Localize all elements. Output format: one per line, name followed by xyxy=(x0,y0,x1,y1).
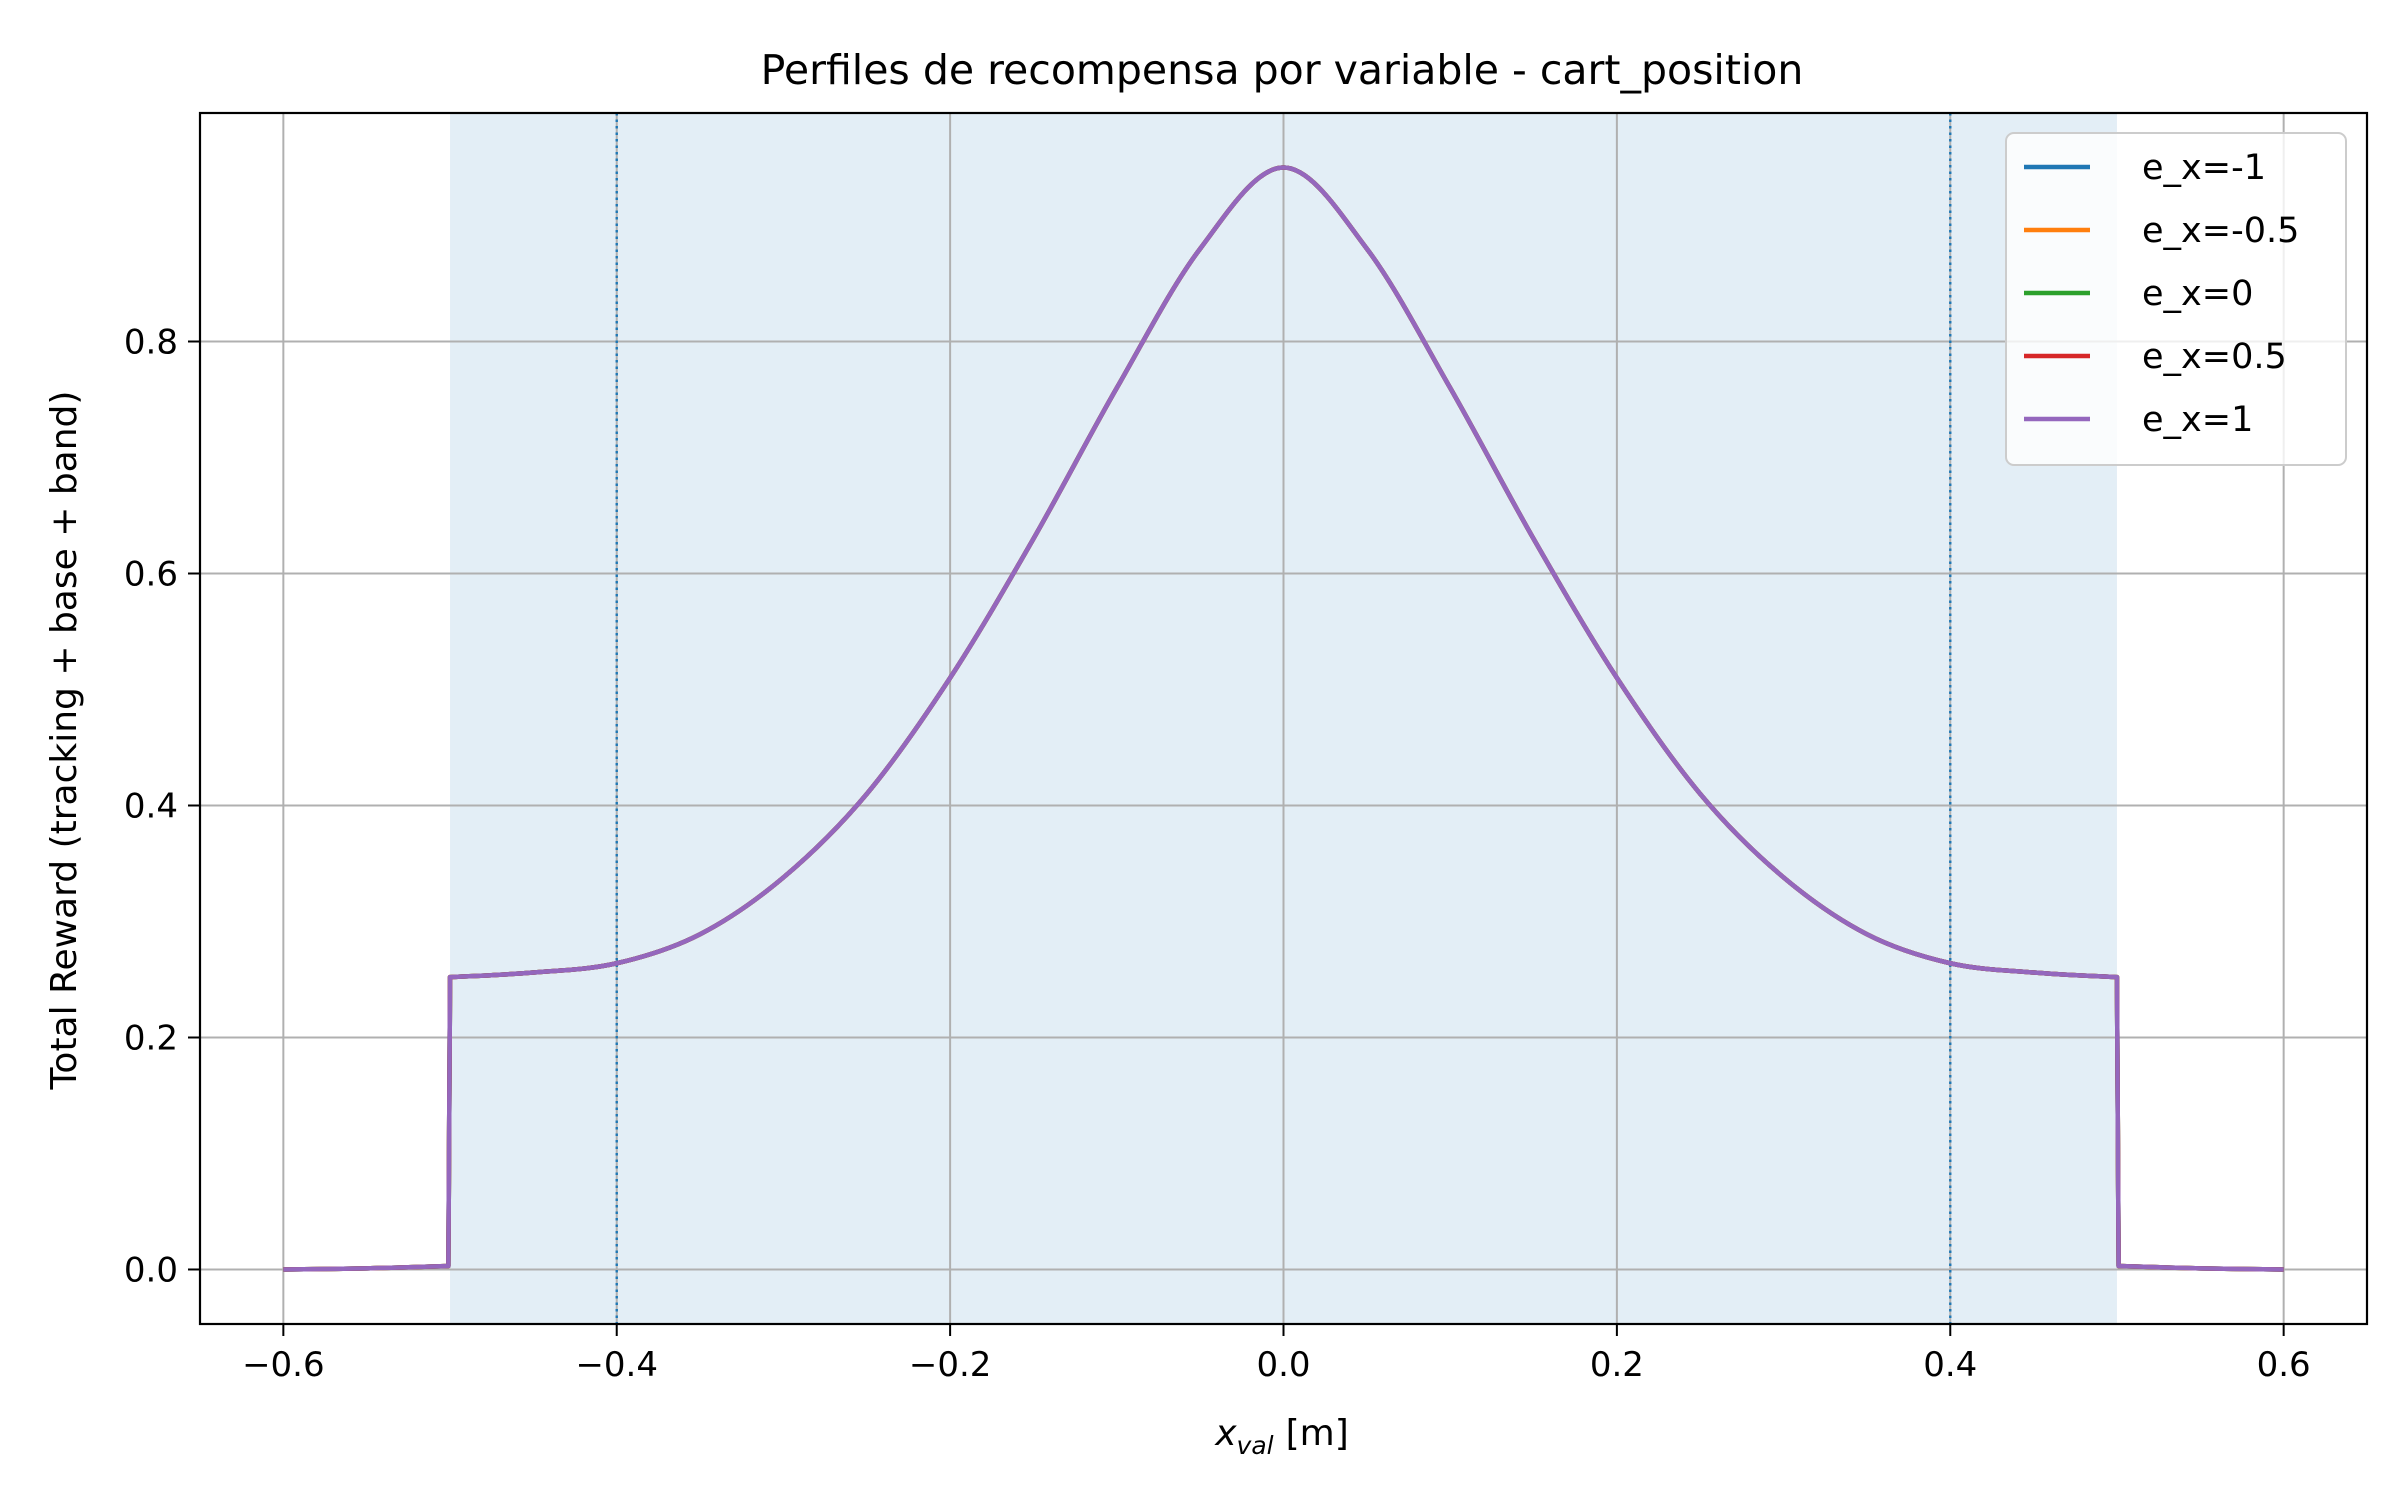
y-tick-label: 0.0 xyxy=(124,1250,178,1290)
x-tick-label: 0.0 xyxy=(1256,1345,1310,1385)
x-axis-label: xval [m] xyxy=(1214,1413,1349,1460)
vline-layer xyxy=(615,113,1952,1324)
x-tick-label: −0.4 xyxy=(575,1345,658,1385)
series-layer xyxy=(283,165,2284,1272)
x-tick-label: 0.2 xyxy=(1590,1345,1644,1385)
x-tick-label: 0.4 xyxy=(1923,1345,1977,1385)
x-tick-label: 0.6 xyxy=(2257,1345,2311,1385)
legend-label: e_x=-0.5 xyxy=(2142,211,2299,251)
legend-label: e_x=0 xyxy=(2142,274,2253,314)
x-tick-label: −0.6 xyxy=(242,1345,325,1385)
y-tick-label: 0.8 xyxy=(124,323,178,363)
legend-label: e_x=0.5 xyxy=(2142,337,2287,377)
legend-label: e_x=1 xyxy=(2142,400,2253,440)
legend: e_x=-1 e_x=-0.5 e_x=0 e_x=0.5 e_x=1 xyxy=(2005,132,2347,466)
x-axis-label-sub: val xyxy=(1237,1431,1274,1460)
legend-items: e_x=-1 e_x=-0.5 e_x=0 e_x=0.5 e_x=1 xyxy=(2024,148,2299,440)
chart-title: Perfiles de recompensa por variable - ca… xyxy=(761,46,1804,94)
y-tick-label: 0.2 xyxy=(124,1018,178,1058)
y-tick-label: 0.4 xyxy=(124,786,178,826)
y-tick-layer: 0.0 0.2 0.4 0.6 0.8 xyxy=(124,323,200,1290)
series-line xyxy=(283,165,2284,1272)
y-axis-label: Total Reward (tracking + base + band) xyxy=(44,391,85,1091)
x-tick-layer: −0.6 −0.4 −0.2 0.0 0.2 0.4 0.6 xyxy=(242,1324,2311,1385)
legend-label: e_x=-1 xyxy=(2142,148,2266,188)
x-tick-label: −0.2 xyxy=(909,1345,992,1385)
legend-box xyxy=(2005,132,2347,466)
y-tick-label: 0.6 xyxy=(124,555,178,595)
x-axis-label-main: x xyxy=(1214,1413,1237,1454)
x-axis-label-unit: [m] xyxy=(1286,1413,1349,1454)
